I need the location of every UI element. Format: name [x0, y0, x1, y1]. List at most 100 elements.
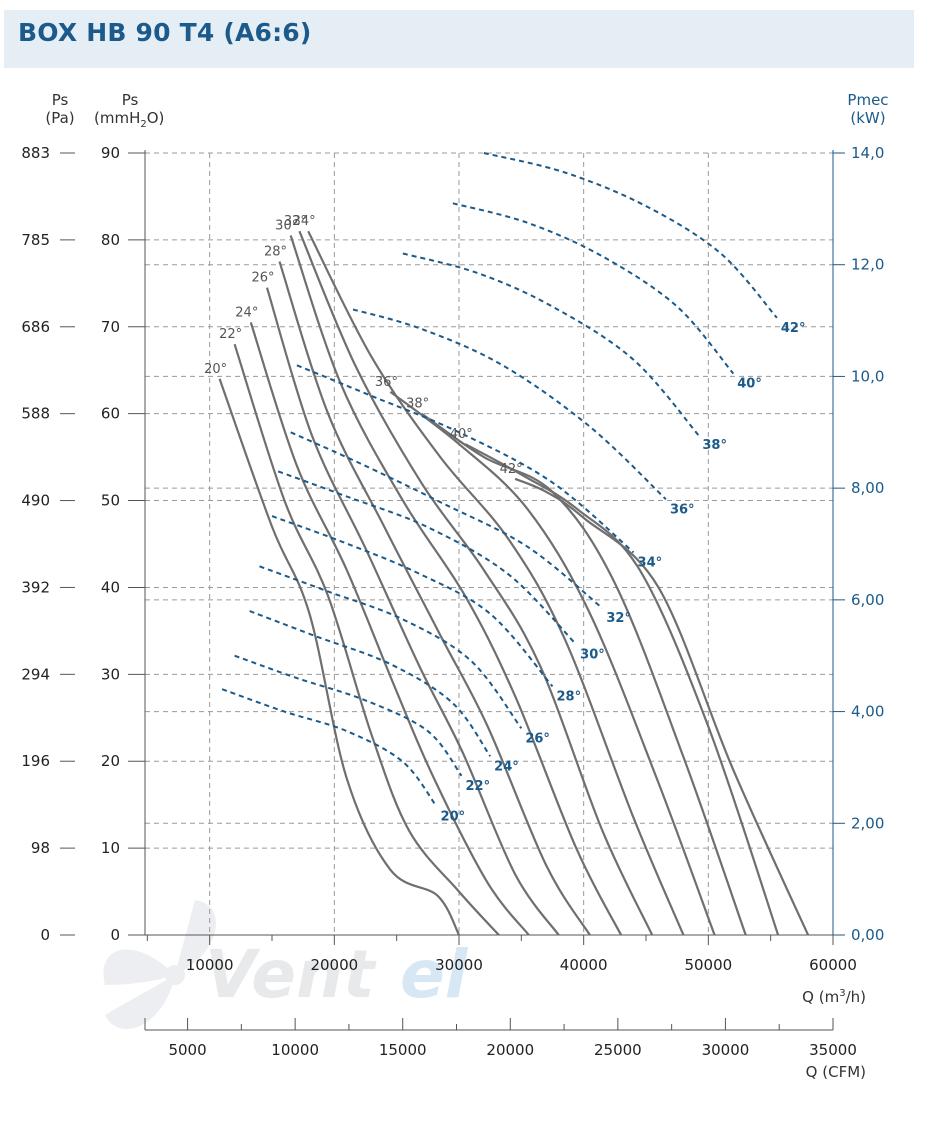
q-m3h-sup: 3 [839, 988, 845, 999]
power-curve [452, 202, 735, 375]
pressure-series-label: 36° [375, 375, 398, 390]
x-axis-cfm-label: Q (CFM) [806, 1063, 866, 1081]
pa-tick-label: 785 [21, 231, 50, 249]
kw-tick-label: 12,0 [851, 256, 884, 274]
pa-tick-label: 490 [21, 492, 50, 510]
x-m3h-tick-label: 60000 [809, 956, 857, 974]
mm-tick-label: 30 [101, 665, 120, 683]
mm-unit-a: (mmH [94, 109, 140, 127]
pressure-curve [218, 378, 460, 936]
mm-tick-label: 90 [101, 144, 120, 162]
kw-tick-label: 4,00 [851, 703, 884, 721]
pressure-curves [218, 230, 810, 936]
kw-tick-label: 8,00 [851, 479, 884, 497]
pressure-series-label: 38° [406, 397, 429, 412]
x-cfm-tick-label: 35000 [809, 1041, 857, 1059]
mm-tick-label: 20 [101, 752, 120, 770]
power-series-label: 28° [557, 689, 582, 704]
chart-title: BOX HB 90 T4 (A6:6) [18, 18, 312, 47]
mm-tick-label: 10 [101, 839, 120, 857]
kw-tick-label: 6,00 [851, 591, 884, 609]
pressure-curve [307, 230, 685, 936]
pressure-curve [289, 235, 623, 936]
power-curves [221, 152, 778, 808]
ventel-watermark: Vent el [103, 900, 469, 1030]
pmec-axis-unit: (kW) [850, 109, 885, 127]
pa-tick-label: 392 [21, 578, 50, 596]
pressure-series-label: 26° [251, 271, 274, 286]
x-cfm-tick-label: 20000 [486, 1041, 534, 1059]
title-bar: BOX HB 90 T4 (A6:6) [4, 10, 914, 68]
pressure-series-label: 20° [204, 362, 227, 377]
pa-tick-label: 98 [31, 839, 50, 857]
power-curve [296, 364, 635, 554]
power-curve [271, 515, 554, 688]
tick-labels: 0 0 10 98 20 196 30 294 40 392 50 490 60 588 70 686 80 78… [21, 144, 884, 1059]
power-series-label: 38° [702, 438, 727, 453]
x-m3h-tick-label: 20000 [310, 956, 358, 974]
power-series-label: 30° [580, 648, 605, 663]
kw-tick-label: 14,0 [851, 144, 884, 162]
power-curve [234, 654, 463, 777]
pressure-series-label: 34° [293, 214, 316, 229]
power-series-label: 40° [737, 377, 762, 392]
power-series-label: 22° [465, 779, 490, 794]
power-series-label: 42° [781, 321, 806, 336]
x-cfm-tick-label: 5000 [168, 1041, 206, 1059]
pa-tick-label: 0 [40, 926, 50, 944]
kw-tick-label: 10,0 [851, 367, 884, 385]
kw-tick-label: 0,00 [851, 926, 884, 944]
q-m3h-b: /h) [846, 988, 866, 1006]
pressure-series-label: 40° [450, 427, 473, 442]
watermark-text-b: el [400, 936, 469, 1013]
power-series-label: 36° [670, 502, 695, 517]
power-curve [277, 470, 577, 646]
pa-axis-unit: (Pa) [45, 109, 74, 127]
pressure-series-label: 22° [219, 327, 242, 342]
power-curve [221, 688, 438, 808]
power-curve [402, 252, 700, 436]
x-cfm-tick-label: 10000 [271, 1041, 319, 1059]
pressure-series-label: 24° [235, 305, 258, 320]
pressure-curve [389, 391, 716, 936]
mm-tick-label: 60 [101, 405, 120, 423]
pa-tick-label: 686 [21, 318, 50, 336]
pressure-curve [249, 322, 530, 936]
pa-tick-label: 196 [21, 752, 50, 770]
x-m3h-tick-label: 30000 [435, 956, 483, 974]
pa-tick-label: 588 [21, 405, 50, 423]
pressure-curve [278, 261, 591, 936]
pa-tick-label: 883 [21, 144, 50, 162]
power-series-label: 26° [525, 731, 550, 746]
mm-axis-unit: (mmH2O) [94, 109, 164, 130]
mm-axis-name: Ps [122, 91, 139, 109]
pressure-series-label: 30° [275, 219, 298, 234]
x-m3h-tick-label: 10000 [186, 956, 234, 974]
mm-tick-label: 50 [101, 492, 120, 510]
x-cfm-tick-label: 15000 [379, 1041, 427, 1059]
pressure-curve [514, 477, 810, 936]
power-curve [290, 431, 604, 609]
mm-tick-label: 70 [101, 318, 120, 336]
mm-tick-label: 80 [101, 231, 120, 249]
series-labels: 20°22°24°26°28°30°32°34°36°38°40°42°20°2… [204, 214, 805, 824]
power-curve [352, 308, 667, 501]
pressure-series-label: 32° [284, 214, 307, 229]
pa-tick-label: 294 [21, 665, 50, 683]
power-curve [483, 152, 778, 319]
watermark-text-a: Vent [205, 936, 377, 1013]
pmec-axis-name: Pmec [847, 91, 888, 109]
x-axis-m3h-label: Q (m3/h) [802, 988, 866, 1006]
pressure-curve [464, 443, 780, 936]
x-m3h-tick-label: 40000 [560, 956, 608, 974]
mm-tick-label: 40 [101, 578, 120, 596]
power-series-label: 20° [441, 810, 466, 825]
pressure-curve [420, 412, 747, 936]
power-curve [249, 610, 492, 757]
power-series-label: 32° [606, 611, 631, 626]
pressure-curve [298, 230, 654, 936]
pressure-curve [233, 343, 500, 936]
mm-unit-b: O) [147, 109, 165, 127]
x-m3h-tick-label: 50000 [684, 956, 732, 974]
